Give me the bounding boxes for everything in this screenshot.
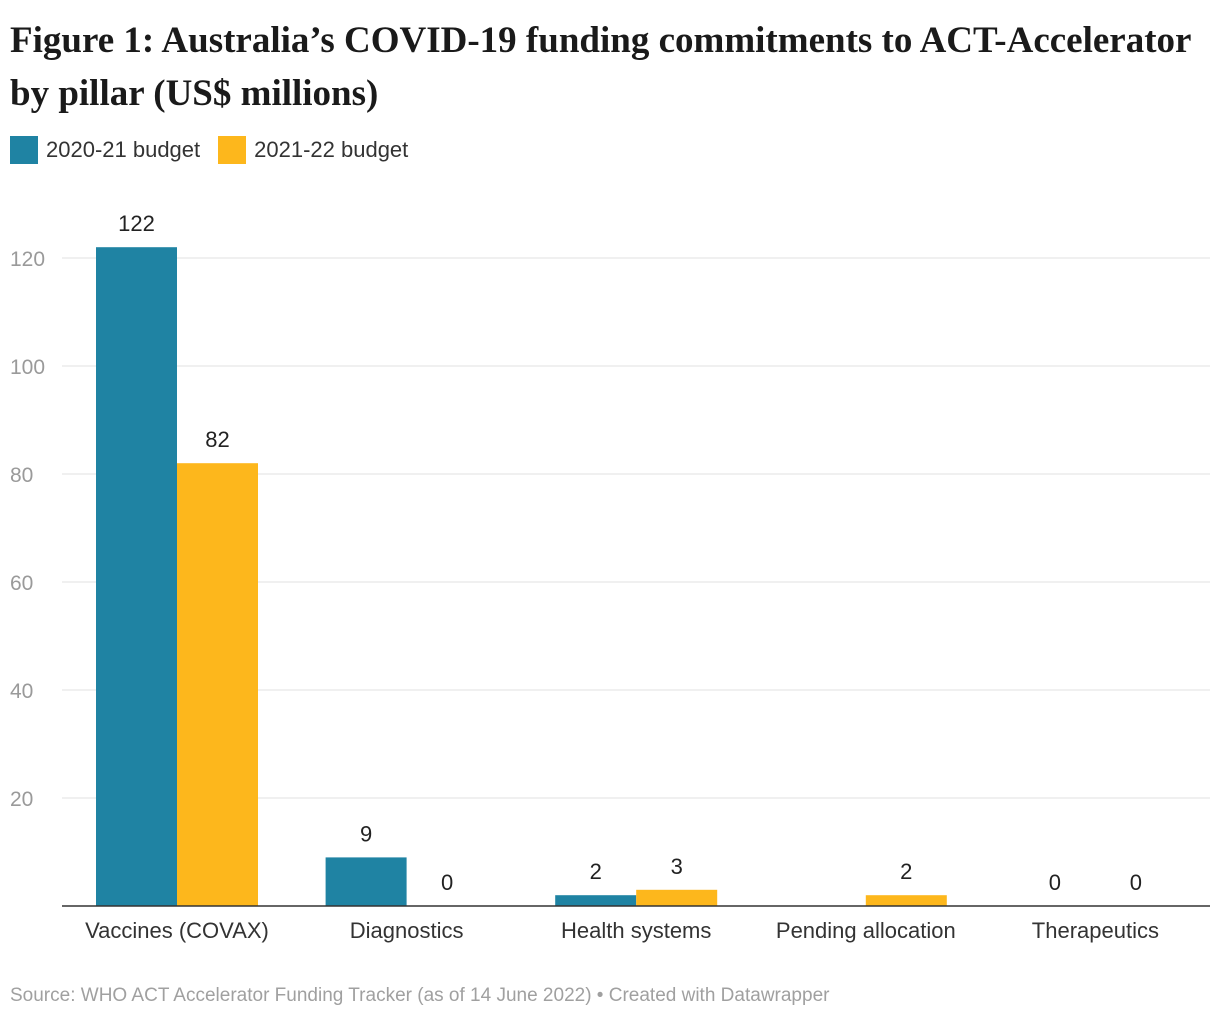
category-label-3: Health systems [561, 918, 711, 943]
y-tick-label-120: 120 [10, 248, 45, 271]
legend-item-2020-21: 2020-21 budget [10, 136, 200, 164]
bar-1-2 [325, 857, 407, 906]
value-label-1-5: 0 [1049, 870, 1061, 895]
category-label-4: Pending allocation [776, 918, 956, 943]
y-tick-label-40: 40 [10, 680, 33, 703]
bar-2-4 [865, 895, 947, 906]
value-label-2-2: 0 [441, 870, 453, 895]
legend-swatch-2021-22 [218, 136, 247, 164]
value-label-1-1: 122 [118, 211, 155, 236]
y-tick-label-60: 60 [10, 572, 33, 595]
category-label-2: Diagnostics [350, 918, 464, 943]
legend-label-2020-21: 2020-21 budget [46, 137, 201, 162]
y-tick-label-20: 20 [10, 788, 33, 811]
value-label-2-5: 0 [1130, 870, 1142, 895]
bar-1-1 [96, 247, 177, 906]
category-label-1: Vaccines (COVAX) [85, 918, 269, 943]
bar-2-1 [177, 463, 258, 906]
bar-1-3 [555, 895, 637, 906]
category-label-5: Therapeutics [1032, 918, 1159, 943]
legend-item-2021-22: 2021-22 budget [218, 136, 408, 164]
legend: 2020-21 budget 2021-22 budget [10, 136, 426, 164]
legend-label-2021-22: 2021-22 budget [254, 137, 409, 162]
value-label-1-3: 2 [590, 859, 602, 884]
value-label-2-3: 3 [671, 854, 683, 879]
y-tick-label-100: 100 [10, 356, 45, 379]
value-label-2-1: 82 [205, 427, 229, 452]
source-note: Source: WHO ACT Accelerator Funding Trac… [10, 985, 830, 1006]
bar-2-3 [636, 889, 718, 906]
chart-title: Figure 1: Australia’s COVID-19 funding c… [10, 20, 1191, 114]
value-label-2-4: 2 [900, 859, 912, 884]
legend-swatch-2020-21 [10, 136, 38, 164]
y-tick-label-80: 80 [10, 464, 33, 487]
value-label-1-2: 9 [360, 821, 372, 846]
